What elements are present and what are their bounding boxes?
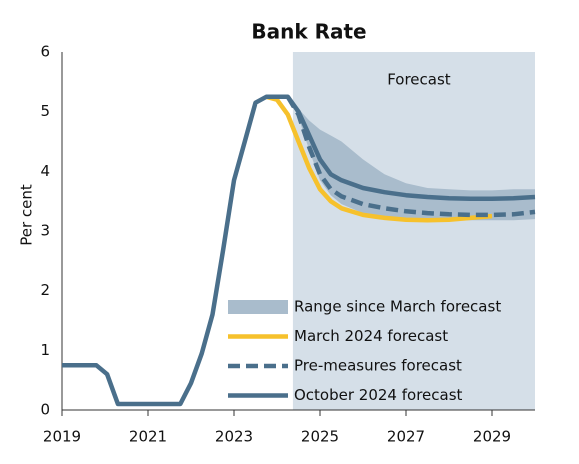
y-tick-label: 6 [40,43,50,61]
y-tick-label: 0 [40,401,50,419]
x-tick-label: 2027 [387,428,425,446]
x-tick-label: 2019 [43,428,81,446]
series-line [285,95,536,218]
series-line [265,94,493,223]
legend-label: Pre-measures forecast [294,357,462,375]
series-line [62,94,536,407]
y-tick-label: 1 [40,341,50,359]
x-tick-label: 2021 [129,428,167,446]
chart-title: Bank Rate [251,20,366,44]
forecast-region [292,52,535,410]
y-tick-label: 2 [40,281,50,299]
x-tick-label: 2025 [301,428,339,446]
x-tick-label: 2023 [215,428,253,446]
legend-label: Range since March forecast [294,298,501,316]
y-tick-label: 4 [40,162,50,180]
y-axis-label: Per cent [18,184,36,246]
forecast-label: Forecast [387,71,451,89]
x-tick-label: 2029 [473,428,511,446]
legend-swatch [228,300,288,314]
y-tick-label: 5 [40,102,50,120]
y-tick-label: 3 [40,222,50,240]
range-band [287,96,535,221]
legend-label: October 2024 forecast [294,386,463,404]
legend-label: March 2024 forecast [294,327,448,345]
